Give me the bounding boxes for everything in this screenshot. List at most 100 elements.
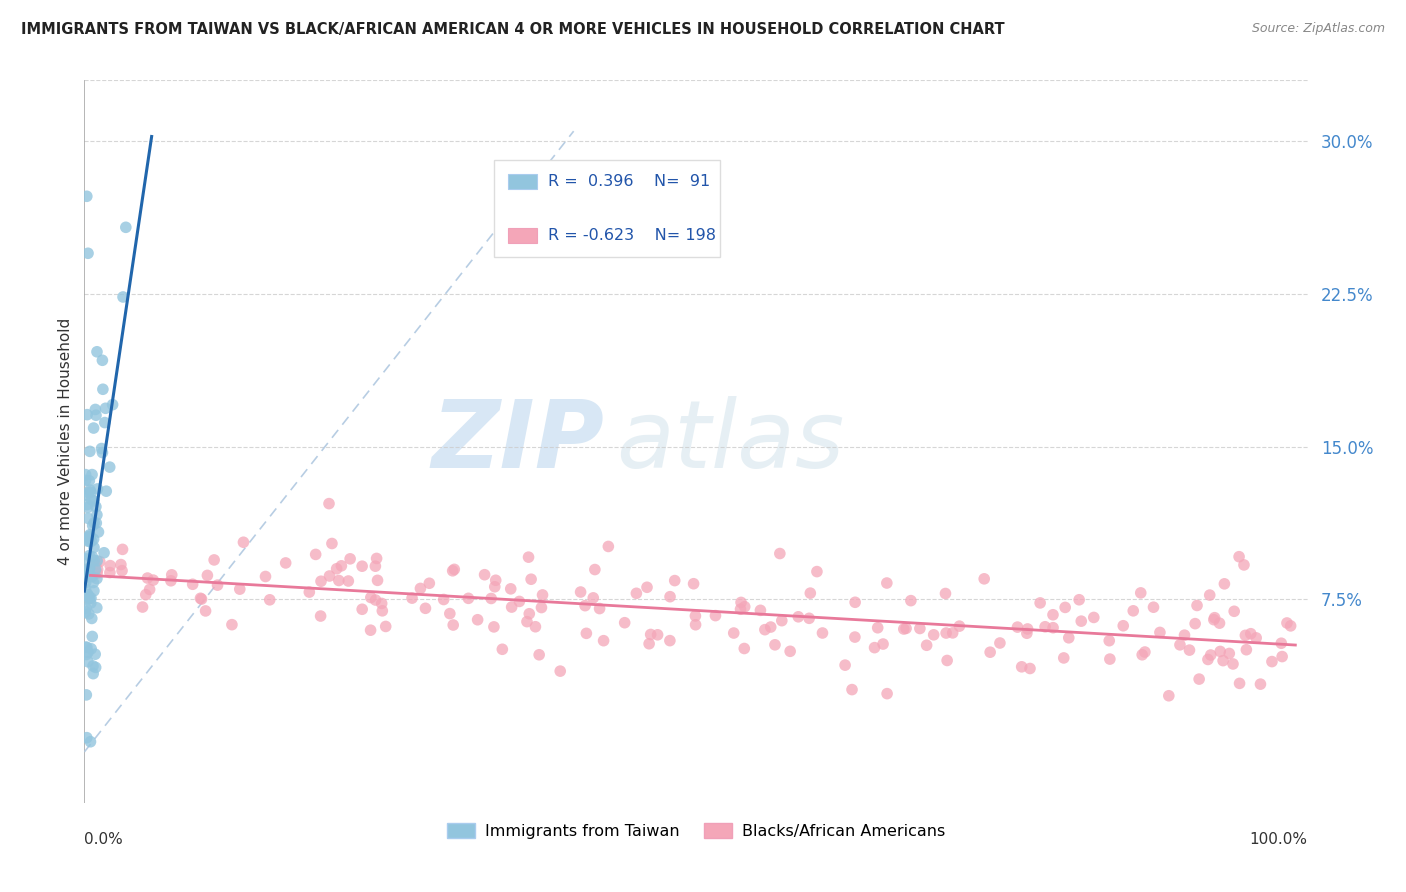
Point	[1279, 619, 1302, 633]
Point	[769, 547, 792, 561]
Point	[75, 467, 97, 482]
Point	[704, 608, 727, 623]
Point	[360, 623, 382, 637]
Point	[1249, 677, 1271, 691]
Point	[221, 617, 243, 632]
Point	[79, 735, 101, 749]
Point	[370, 596, 392, 610]
Point	[321, 536, 343, 550]
Point	[844, 630, 866, 644]
Point	[613, 615, 636, 630]
Point	[1054, 600, 1077, 615]
Point	[364, 593, 387, 607]
Point	[93, 546, 115, 560]
Point	[86, 572, 108, 586]
Point	[1029, 596, 1052, 610]
Point	[1070, 614, 1092, 628]
Point	[863, 640, 886, 655]
Point	[96, 484, 118, 499]
Point	[98, 558, 121, 573]
Point	[111, 290, 134, 304]
Point	[685, 617, 707, 632]
Point	[274, 556, 297, 570]
Point	[1240, 626, 1263, 640]
Point	[730, 595, 752, 609]
Point	[83, 421, 105, 435]
Point	[640, 627, 662, 641]
Point	[79, 549, 101, 563]
Point	[76, 408, 98, 422]
Point	[1042, 621, 1064, 635]
Point	[779, 644, 801, 658]
Point	[574, 599, 596, 613]
Point	[325, 562, 347, 576]
Point	[517, 607, 540, 621]
Point	[83, 583, 105, 598]
Point	[418, 576, 440, 591]
Point	[1202, 613, 1225, 627]
Legend: Immigrants from Taiwan, Blacks/African Americans: Immigrants from Taiwan, Blacks/African A…	[440, 816, 952, 846]
Point	[84, 402, 107, 417]
Point	[1204, 610, 1226, 624]
Point	[799, 586, 821, 600]
Point	[1227, 549, 1250, 564]
Point	[922, 628, 945, 642]
Point	[1234, 628, 1257, 642]
Point	[915, 638, 938, 652]
Point	[1042, 607, 1064, 622]
Point	[318, 497, 340, 511]
Point	[626, 586, 648, 600]
Point	[80, 485, 103, 500]
Point	[82, 666, 104, 681]
Point	[138, 582, 160, 597]
Point	[508, 594, 530, 608]
Point	[77, 607, 100, 621]
Point	[111, 542, 134, 557]
Point	[330, 558, 353, 573]
Point	[531, 588, 554, 602]
Point	[79, 474, 101, 488]
Point	[894, 621, 917, 635]
Point	[75, 474, 97, 488]
Point	[1184, 616, 1206, 631]
Point	[84, 660, 107, 674]
Point	[101, 398, 124, 412]
Y-axis label: 4 or more Vehicles in Household: 4 or more Vehicles in Household	[58, 318, 73, 566]
Point	[202, 553, 225, 567]
Point	[207, 578, 229, 592]
FancyBboxPatch shape	[508, 227, 537, 243]
Point	[90, 442, 112, 456]
Point	[75, 575, 97, 590]
Point	[79, 530, 101, 544]
Point	[733, 641, 755, 656]
Point	[1212, 654, 1234, 668]
Point	[80, 467, 103, 482]
Point	[787, 609, 810, 624]
Point	[1229, 676, 1251, 690]
Point	[1275, 615, 1298, 630]
Point	[664, 574, 686, 588]
Point	[1234, 642, 1257, 657]
Point	[936, 653, 959, 667]
Point	[83, 493, 105, 508]
Point	[988, 636, 1011, 650]
Point	[259, 592, 281, 607]
Point	[1142, 600, 1164, 615]
Point	[1218, 647, 1240, 661]
Point	[872, 637, 894, 651]
Point	[309, 574, 332, 589]
Point	[371, 604, 394, 618]
Point	[548, 664, 571, 678]
Point	[799, 611, 821, 625]
Point	[734, 599, 756, 614]
Point	[763, 638, 786, 652]
Point	[89, 555, 111, 569]
Point	[582, 591, 605, 605]
Point	[443, 562, 465, 576]
Point	[1223, 604, 1246, 618]
Text: R = -0.623    N= 198: R = -0.623 N= 198	[548, 228, 716, 244]
Point	[482, 620, 505, 634]
Point	[479, 591, 502, 606]
Point	[305, 548, 328, 562]
Point	[194, 604, 217, 618]
